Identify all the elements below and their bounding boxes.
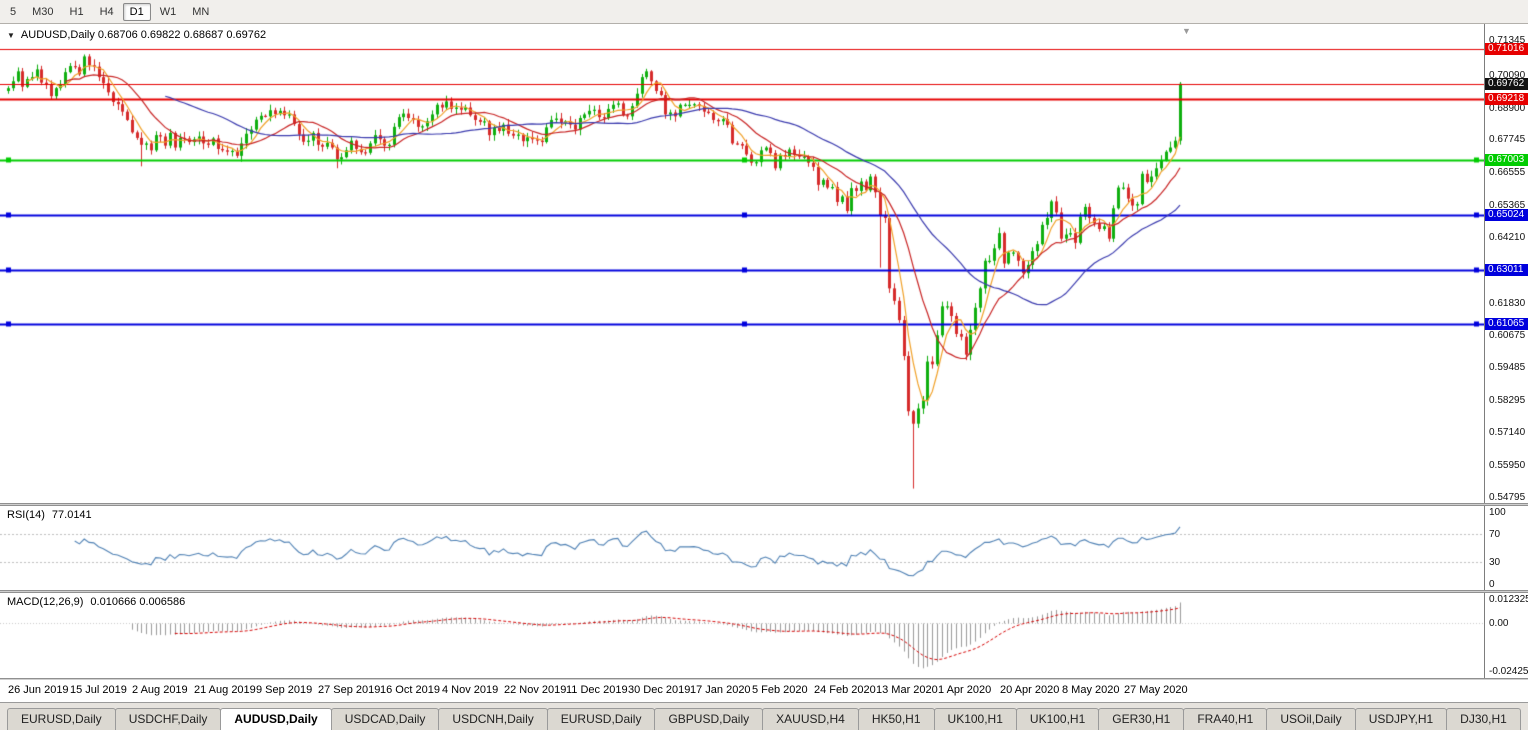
- date-label: 9 Sep 2019: [256, 684, 313, 696]
- date-label: 27 May 2020: [1124, 684, 1188, 696]
- price-tick: 0.67745: [1489, 134, 1526, 146]
- macd-tick: 0.00: [1489, 618, 1509, 630]
- price-tick: 0.55950: [1489, 460, 1526, 472]
- tab-eurusd-daily[interactable]: EURUSD,Daily: [546, 708, 656, 730]
- tab-eurusd-daily[interactable]: EURUSD,Daily: [7, 708, 116, 730]
- current-price-badge: 0.69762: [1485, 77, 1528, 90]
- rsi-scale[interactable]: 100 70 30 0: [1484, 506, 1528, 590]
- price-scale[interactable]: 0.71345 0.70090 0.68900 0.67745 0.66555 0.653…: [1484, 24, 1528, 503]
- tab-usdcnh-daily[interactable]: USDCNH,Daily: [438, 708, 548, 730]
- timeframe-toolbar: 5 M30 H1 H4 D1 W1 MN: [0, 0, 1528, 24]
- price-badge: 0.63011: [1485, 264, 1528, 277]
- date-label: 26 Jun 2019: [8, 684, 69, 696]
- panel-divider[interactable]: [0, 678, 1528, 680]
- macd-label: MACD(12,26,9): [7, 596, 84, 608]
- macd-panel: MACD(12,26,9) 0.010666 0.006586 0.012325…: [0, 593, 1528, 678]
- date-label: 13 Mar 2020: [876, 684, 938, 696]
- timeframe-button-m30[interactable]: M30: [32, 5, 54, 18]
- main-chart-panel: ▼ AUDUSD,Daily 0.68706 0.69822 0.68687 0…: [0, 24, 1528, 503]
- price-tick: 0.59485: [1489, 362, 1526, 374]
- price-badge: 0.65024: [1485, 208, 1528, 221]
- timeframe-button-h1[interactable]: H1: [69, 5, 84, 18]
- price-tick: 0.57140: [1489, 427, 1526, 439]
- chart-tab-bar: EURUSD,Daily USDCHF,Daily AUDUSD,Daily USDC…: [0, 702, 1528, 730]
- price-tick: 0.65365: [1489, 200, 1526, 212]
- macd-header: MACD(12,26,9) 0.010666 0.006586: [7, 596, 185, 608]
- date-axis[interactable]: 26 Jun 2019 15 Jul 2019 2 Aug 2019 21 Aug 2…: [0, 680, 1528, 702]
- price-tick: 0.58295: [1489, 395, 1526, 407]
- rsi-tick: 100: [1489, 507, 1506, 518]
- chart-title: ▼ AUDUSD,Daily 0.68706 0.69822 0.68687 0…: [7, 29, 266, 41]
- rsi-value: 77.0141: [51, 509, 92, 521]
- macd-values: 0.010666 0.006586: [90, 596, 186, 608]
- symbol-dropdown-icon[interactable]: ▼: [7, 30, 15, 40]
- rsi-tick: 0: [1489, 579, 1495, 590]
- price-tick: 0.61830: [1489, 297, 1526, 309]
- date-label: 5 Feb 2020: [752, 684, 808, 696]
- price-tick: 0.54795: [1489, 492, 1526, 503]
- price-tick: 0.60675: [1489, 329, 1526, 341]
- scroll-end-marker-icon: ▼: [1182, 26, 1191, 36]
- main-chart-canvas[interactable]: [0, 24, 1484, 503]
- macd-tick: 0.012325: [1489, 594, 1528, 605]
- tab-usdjpy-h1[interactable]: USDJPY,H1: [1354, 708, 1448, 730]
- price-tick: 0.66555: [1489, 167, 1526, 179]
- timeframe-button-5[interactable]: 5: [10, 5, 17, 18]
- tab-hk50-h1[interactable]: HK50,H1: [857, 708, 935, 730]
- timeframe-button-h4[interactable]: H4: [99, 5, 114, 18]
- macd-scale[interactable]: 0.012325 0.00 -0.02425: [1484, 593, 1528, 678]
- rsi-header: RSI(14) 77.0141: [7, 509, 92, 521]
- price-tick: 0.71345: [1489, 35, 1526, 46]
- date-label: 20 Apr 2020: [1000, 684, 1060, 696]
- tab-uk100-h1[interactable]: UK100,H1: [1015, 708, 1100, 730]
- tab-uk100-h1[interactable]: UK100,H1: [933, 708, 1017, 730]
- price-tick: 0.68900: [1489, 102, 1526, 114]
- date-label: 17 Jan 2020: [690, 684, 751, 696]
- date-label: 30 Dec 2019: [628, 684, 691, 696]
- date-label: 16 Oct 2019: [380, 684, 440, 696]
- price-badge: 0.61065: [1485, 317, 1528, 330]
- rsi-label: RSI(14): [7, 509, 45, 521]
- date-label: 27 Sep 2019: [318, 684, 381, 696]
- price-badge: 0.69218: [1485, 92, 1528, 105]
- tab-audusd-daily[interactable]: AUDUSD,Daily: [220, 708, 332, 730]
- date-label: 8 May 2020: [1062, 684, 1120, 696]
- panel-divider[interactable]: [0, 503, 1528, 506]
- macd-tick: -0.02425: [1489, 666, 1528, 677]
- tab-dj30-h1[interactable]: DJ30,H1: [1446, 708, 1521, 730]
- date-label: 1 Apr 2020: [938, 684, 992, 696]
- tab-usdchf-daily[interactable]: USDCHF,Daily: [114, 708, 222, 730]
- tab-xauusd-h4[interactable]: XAUUSD,H4: [762, 708, 859, 730]
- tab-gbpusd-daily[interactable]: GBPUSD,Daily: [654, 708, 764, 730]
- tab-usdcad-daily[interactable]: USDCAD,Daily: [330, 708, 440, 730]
- date-label: 11 Dec 2019: [566, 684, 628, 696]
- rsi-panel: RSI(14) 77.0141 100 70 30 0: [0, 506, 1528, 590]
- rsi-canvas[interactable]: [0, 506, 1484, 590]
- date-label: 4 Nov 2019: [442, 684, 499, 696]
- tab-usoil-daily[interactable]: USOil,Daily: [1266, 708, 1356, 730]
- ohlc-readout: AUDUSD,Daily 0.68706 0.69822 0.68687 0.6…: [20, 29, 267, 41]
- macd-canvas[interactable]: [0, 593, 1484, 678]
- date-label: 24 Feb 2020: [814, 684, 876, 696]
- date-label: 21 Aug 2019: [194, 684, 256, 696]
- tab-ger30-h1[interactable]: GER30,H1: [1098, 708, 1185, 730]
- date-label: 2 Aug 2019: [132, 684, 188, 696]
- price-tick: 0.70090: [1489, 69, 1526, 81]
- rsi-tick: 30: [1489, 557, 1501, 569]
- price-badge: 0.67003: [1485, 153, 1528, 166]
- price-tick: 0.64210: [1489, 232, 1526, 244]
- date-label: 15 Jul 2019: [70, 684, 127, 696]
- timeframe-button-d1[interactable]: D1: [122, 2, 151, 21]
- date-label: 22 Nov 2019: [504, 684, 567, 696]
- timeframe-button-mn[interactable]: MN: [192, 5, 210, 18]
- rsi-tick: 70: [1489, 528, 1501, 540]
- panel-divider[interactable]: [0, 590, 1528, 593]
- tab-fra40-h1[interactable]: FRA40,H1: [1183, 708, 1268, 730]
- price-badge: 0.71016: [1485, 43, 1528, 56]
- timeframe-button-w1[interactable]: W1: [159, 5, 177, 18]
